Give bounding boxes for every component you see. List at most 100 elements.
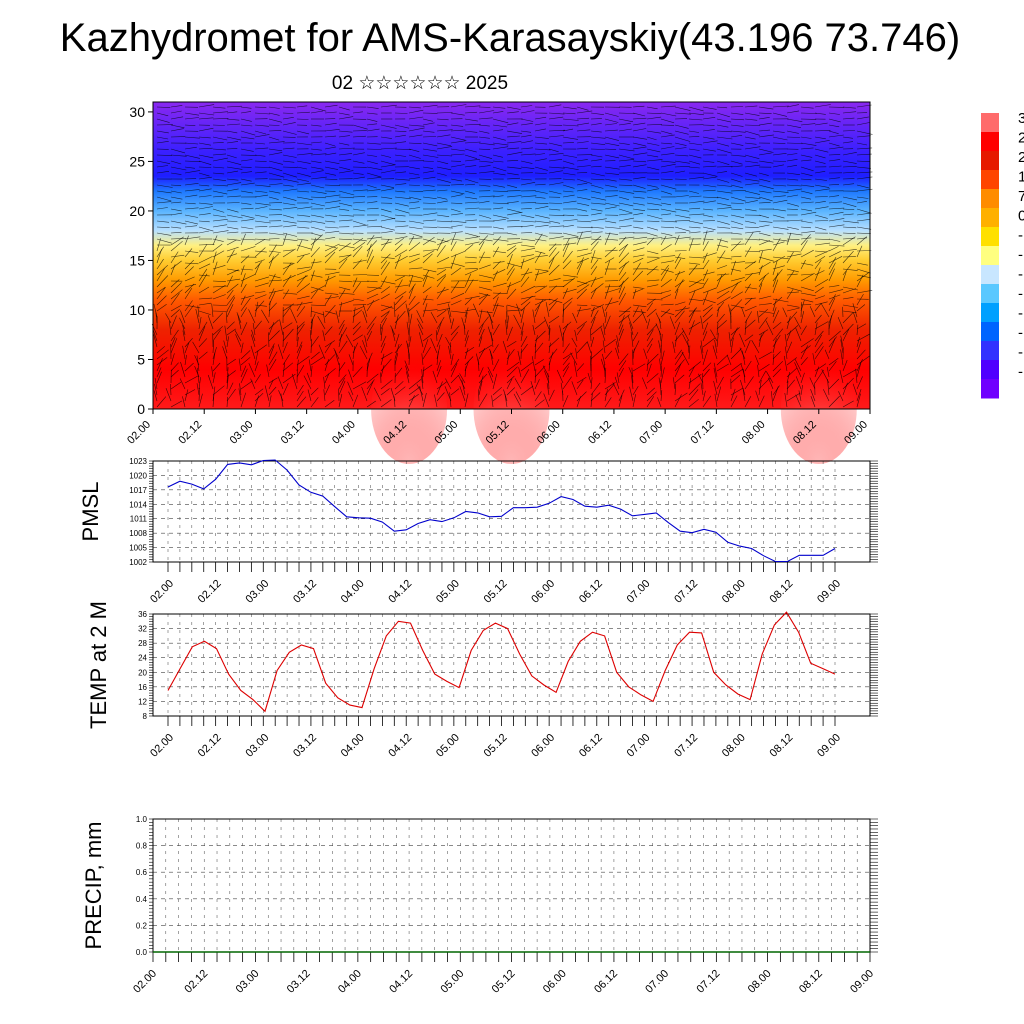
wind-vector <box>534 304 540 318</box>
wind-vector <box>600 358 606 372</box>
wind-vector <box>234 330 242 342</box>
wind-vector <box>758 122 772 126</box>
wind-vector <box>394 279 403 294</box>
wind-vector <box>839 369 844 384</box>
wind-vector <box>632 257 644 264</box>
wind-vector <box>296 323 305 336</box>
wind-vector <box>629 386 634 402</box>
wind-vector <box>184 375 198 384</box>
wind-vector <box>380 160 396 166</box>
wind-vector <box>422 339 429 354</box>
wind-vector <box>716 124 729 128</box>
wind-vector <box>660 350 665 366</box>
wind-vector <box>435 330 438 342</box>
wind-vector <box>310 238 325 241</box>
wind-vector <box>674 279 684 294</box>
wind-vector <box>576 172 588 174</box>
wind-vector <box>226 195 241 198</box>
wind-vector <box>366 400 376 408</box>
wind-vector <box>798 390 802 402</box>
wind-vector <box>296 239 303 252</box>
wind-vector <box>338 280 353 283</box>
wind-vector <box>198 127 214 132</box>
wind-vector <box>856 153 872 156</box>
wind-vector <box>464 232 479 237</box>
wind-vector <box>184 146 197 150</box>
wind-vector <box>338 292 355 295</box>
wind-vector <box>758 117 770 120</box>
wind-vector <box>842 323 854 336</box>
wind-vector <box>744 396 752 408</box>
wind-vector <box>576 306 582 318</box>
wind-vector <box>212 294 226 300</box>
wind-vector <box>646 124 662 126</box>
wind-vector <box>492 359 500 372</box>
wind-vector <box>520 160 533 164</box>
wind-vector <box>408 177 420 180</box>
wind-vector <box>492 166 507 172</box>
wind-vector <box>590 212 602 216</box>
wind-vector <box>492 142 509 146</box>
wind-vector <box>156 238 172 244</box>
wind-vector <box>856 304 866 312</box>
wind-vector <box>240 178 252 182</box>
wind-vector <box>758 214 769 219</box>
wind-vector <box>366 142 381 145</box>
wind-vector <box>744 164 761 168</box>
wind-vector <box>184 117 199 120</box>
pmsl-line <box>167 459 836 563</box>
wind-vector <box>352 259 362 270</box>
wind-vector <box>422 142 438 147</box>
wind-vector <box>534 190 548 194</box>
wind-vector <box>296 220 312 223</box>
wind-vector <box>156 238 161 252</box>
wind-vector <box>226 188 239 192</box>
wind-vector <box>518 367 522 378</box>
wind-vector <box>156 154 172 156</box>
wind-vector <box>730 220 744 225</box>
wind-vector <box>478 373 488 384</box>
wind-vector <box>744 231 754 246</box>
wind-vector <box>310 270 315 282</box>
wind-vector <box>660 163 676 168</box>
wind-vector <box>702 271 715 276</box>
x-tick-label: 08.00 <box>746 968 774 996</box>
wind-vector <box>744 360 752 372</box>
x-tick-label: 03.00 <box>243 732 271 760</box>
wind-vector <box>492 111 504 114</box>
wind-vector <box>757 310 760 324</box>
wind-vector <box>758 317 768 330</box>
wind-vector <box>352 366 363 378</box>
wind-vector <box>268 250 281 253</box>
wind-vector <box>758 134 774 138</box>
wind-vector <box>548 264 560 276</box>
wind-vector <box>744 118 758 121</box>
wind-vector <box>786 250 802 253</box>
colorbar-label: - <box>1018 364 1023 381</box>
wind-vector <box>531 356 536 372</box>
wind-vector <box>464 226 477 228</box>
wind-vector <box>240 154 257 156</box>
wind-vector <box>450 292 465 300</box>
wind-vector <box>419 386 424 402</box>
wind-vector <box>212 153 227 156</box>
wind-vector <box>170 226 182 229</box>
wind-vector <box>240 357 251 366</box>
wind-vector <box>268 343 275 354</box>
wind-vector <box>184 202 196 205</box>
wind-vector <box>828 297 836 312</box>
wind-vector <box>296 142 313 146</box>
wind-vector <box>828 159 841 162</box>
wind-vector <box>394 333 400 348</box>
wind-vector <box>212 148 226 151</box>
wind-vector <box>716 130 732 133</box>
wind-vector <box>180 310 186 324</box>
wind-vector <box>590 259 599 270</box>
colorbar-swatch <box>981 341 999 361</box>
wind-vector <box>548 315 560 324</box>
wind-vector <box>800 273 815 282</box>
wind-vector <box>842 310 857 313</box>
wind-vector <box>170 148 186 154</box>
wind-vector <box>156 160 171 164</box>
wind-vector <box>674 306 687 318</box>
